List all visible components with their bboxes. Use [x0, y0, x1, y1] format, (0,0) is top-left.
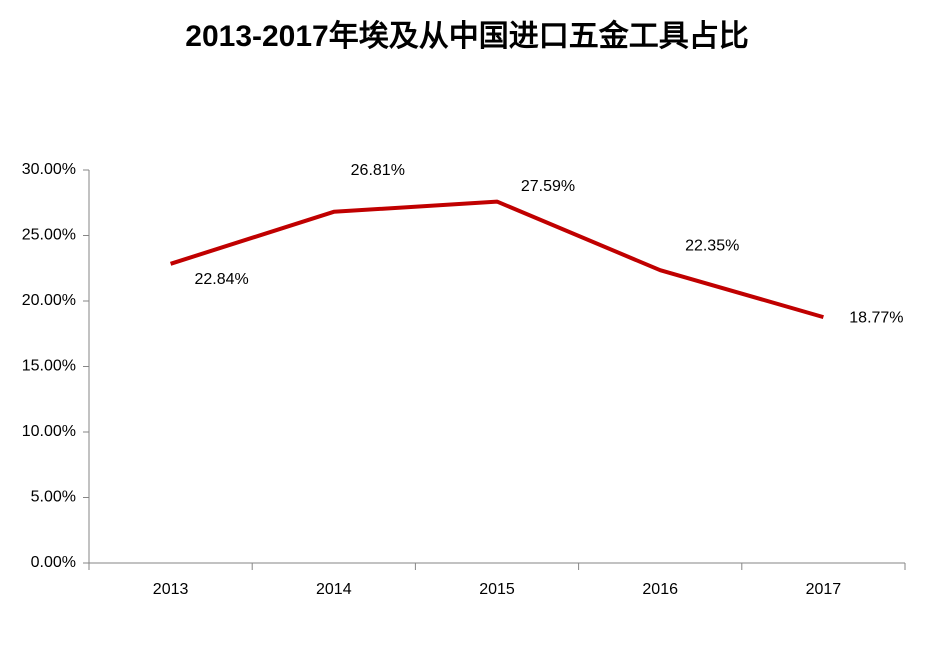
x-tick-label: 2017 — [806, 581, 842, 598]
x-tick-label: 2013 — [153, 581, 189, 598]
chart-title: 2013-2017年埃及从中国进口五金工具占比 — [185, 19, 748, 53]
y-tick-label: 25.00% — [22, 227, 76, 244]
y-tick-label: 0.00% — [31, 554, 76, 571]
y-tick-label: 30.00% — [22, 161, 76, 178]
y-tick-label: 15.00% — [22, 358, 76, 375]
data-label: 22.84% — [194, 271, 248, 288]
x-tick-label: 2016 — [642, 581, 678, 598]
y-tick-label: 5.00% — [31, 489, 76, 506]
data-label: 26.81% — [351, 162, 405, 179]
y-tick-label: 20.00% — [22, 292, 76, 309]
data-label: 22.35% — [685, 237, 739, 254]
x-tick-label: 2014 — [316, 581, 352, 598]
data-label: 27.59% — [521, 178, 575, 195]
y-tick-label: 10.00% — [22, 423, 76, 440]
x-tick-label: 2015 — [479, 581, 515, 598]
line — [169, 199, 824, 320]
data-label: 18.77% — [849, 309, 903, 326]
